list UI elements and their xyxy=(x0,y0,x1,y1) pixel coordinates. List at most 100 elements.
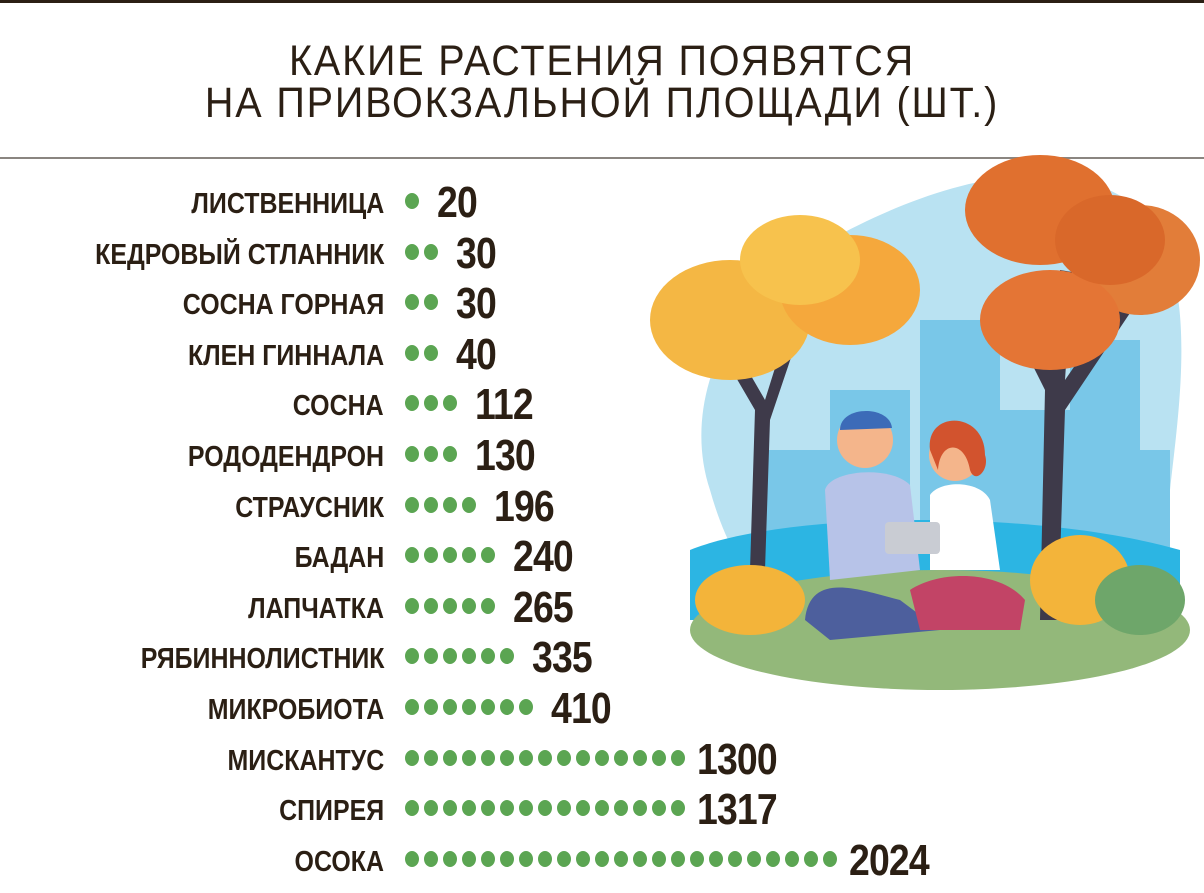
count-dot xyxy=(443,446,457,462)
plant-label: КЕДРОВЫЙ СТЛАННИК xyxy=(94,238,384,271)
people xyxy=(805,410,1025,640)
plant-label: ЛИСТВЕННИЦА xyxy=(191,188,384,220)
count-dot xyxy=(424,699,438,715)
park-illustration xyxy=(650,155,1200,690)
bushes xyxy=(695,535,1185,635)
count-dot xyxy=(481,699,495,715)
count-dot xyxy=(481,547,495,564)
count-dot xyxy=(709,850,723,867)
count-dot xyxy=(614,749,628,766)
count-dot xyxy=(424,648,438,665)
plant-row: РОДОДЕНДРОН 130 xyxy=(0,431,1204,480)
plant-label: МИКРОБИОТА xyxy=(207,694,384,726)
count-dot xyxy=(633,800,647,817)
count-dot xyxy=(766,850,780,867)
count-dot xyxy=(538,800,552,817)
count-dot xyxy=(424,446,438,462)
count-dot xyxy=(405,446,419,462)
count-dot xyxy=(538,850,552,867)
count-dot xyxy=(424,597,438,614)
count-dot xyxy=(462,699,476,715)
plant-label: ОСОКА xyxy=(294,845,384,878)
count-dot xyxy=(462,496,476,513)
plant-value: 265 xyxy=(513,582,574,632)
count-dot xyxy=(481,597,495,614)
plant-value: 30 xyxy=(456,228,497,278)
count-dot xyxy=(462,547,476,564)
plant-label: РЯБИННОЛИСТНИК xyxy=(140,643,384,676)
plant-row: МИКРОБИОТА 410 xyxy=(0,684,1204,733)
plant-value: 40 xyxy=(456,329,497,379)
plant-value: 2024 xyxy=(849,835,930,885)
plant-value: 335 xyxy=(532,633,593,683)
plant-row: СТРАУСНИК 196 xyxy=(0,482,1204,531)
count-dot xyxy=(424,850,438,867)
count-dot xyxy=(424,395,438,412)
count-dot xyxy=(405,344,419,361)
count-dot xyxy=(481,749,495,766)
count-dot xyxy=(405,294,419,311)
top-rule xyxy=(0,0,1204,3)
count-dot xyxy=(481,648,495,665)
count-dot xyxy=(671,800,685,817)
count-dot xyxy=(405,800,419,817)
plant-label: СПИРЕЯ xyxy=(278,795,384,828)
count-dot xyxy=(443,800,457,817)
plant-value: 410 xyxy=(551,684,612,733)
count-dot xyxy=(405,547,419,564)
count-dot xyxy=(652,850,666,867)
left-tree xyxy=(650,215,920,570)
count-dot xyxy=(462,597,476,614)
count-dot xyxy=(823,850,837,867)
plant-row: БАДАН 240 xyxy=(0,532,1204,581)
count-dot xyxy=(443,395,457,412)
plant-label: РОДОДЕНДРОН xyxy=(187,441,384,473)
title-line-1: КАКИЕ РАСТЕНИЯ ПОЯВЯТСЯ xyxy=(288,37,916,85)
count-dot xyxy=(462,648,476,665)
count-dot xyxy=(728,850,742,867)
count-dot xyxy=(538,749,552,766)
count-dot xyxy=(785,850,799,867)
plant-row: РЯБИННОЛИСТНИК 335 xyxy=(0,633,1204,682)
chart-title: КАКИЕ РАСТЕНИЯ ПОЯВЯТСЯ НА ПРИВОКЗАЛЬНОЙ… xyxy=(0,37,1204,127)
plant-value: 112 xyxy=(475,380,534,430)
count-dot xyxy=(443,496,457,513)
count-dot xyxy=(671,749,685,766)
count-dot xyxy=(462,800,476,817)
plant-label: СОСНА xyxy=(293,390,384,423)
count-dot xyxy=(633,749,647,766)
plant-label: СОСНА ГОРНАЯ xyxy=(182,289,384,322)
count-dot xyxy=(462,749,476,766)
count-dot xyxy=(519,800,533,817)
plant-label: МИСКАНТУС xyxy=(227,744,384,777)
count-dot xyxy=(443,648,457,665)
count-dot xyxy=(500,800,514,817)
count-dot xyxy=(576,749,590,766)
count-dot xyxy=(671,850,685,867)
count-dot xyxy=(595,749,609,766)
count-dot xyxy=(405,395,419,412)
count-dot xyxy=(519,850,533,867)
count-dot xyxy=(405,193,419,209)
plant-label: ЛАПЧАТКА xyxy=(248,592,384,625)
count-dot xyxy=(481,850,495,867)
count-dot xyxy=(405,749,419,766)
count-dot xyxy=(595,850,609,867)
plant-label: БАДАН xyxy=(294,542,384,575)
count-dot xyxy=(443,749,457,766)
count-dot xyxy=(690,850,704,867)
count-dot xyxy=(424,800,438,817)
plant-value: 30 xyxy=(456,279,497,329)
plant-label: СТРАУСНИК xyxy=(235,491,384,524)
plant-value: 1300 xyxy=(697,734,778,784)
count-dot xyxy=(405,648,419,665)
plant-row: ЛИСТВЕННИЦА 20 xyxy=(0,178,1204,227)
count-dot xyxy=(804,850,818,867)
right-tree xyxy=(965,155,1200,620)
plant-value: 130 xyxy=(475,431,536,480)
count-dot xyxy=(424,294,438,311)
plant-row: СПИРЕЯ 1317 xyxy=(0,785,1204,834)
count-dot xyxy=(557,800,571,817)
title-line-2: НА ПРИВОКЗАЛЬНОЙ ПЛОЩАДИ (ШТ.) xyxy=(204,79,1000,127)
